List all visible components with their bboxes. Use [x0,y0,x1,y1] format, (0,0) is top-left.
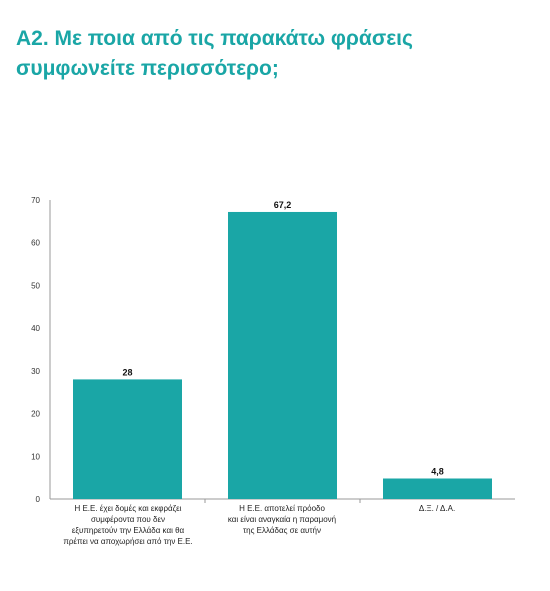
y-tick-label: 40 [31,324,40,333]
chart-title: Α2. Με ποια από τις παρακάτω φράσεις συμ… [16,24,536,84]
bar [73,379,182,499]
category-label-stay: Η Ε.Ε. αποτελεί πρόοδο και είναι αναγκαί… [227,504,337,535]
y-tick-label: 10 [31,452,40,461]
bar [383,478,492,499]
y-tick-label: 70 [31,196,40,205]
y-tick-label: 60 [31,239,40,248]
data-label: 28 [122,367,132,377]
category-label-leave: Η Ε.Ε. έχει δομές και εκφράζει συμφέροντ… [63,504,193,546]
data-label: 67,2 [274,200,292,210]
data-label: 4,8 [431,466,444,476]
y-tick-label: 20 [31,410,40,419]
title-line-1: Α2. Με ποια από τις παρακάτω φράσεις [16,27,413,50]
y-tick-label: 0 [36,495,41,504]
title-line-2: συμφωνείτε περισσότερο; [16,57,279,80]
category-label-dk-na: Δ.Ξ. / Δ.Α. [418,504,456,513]
bar [228,211,337,499]
y-tick-label: 30 [31,367,40,376]
y-tick-label: 50 [31,281,40,290]
